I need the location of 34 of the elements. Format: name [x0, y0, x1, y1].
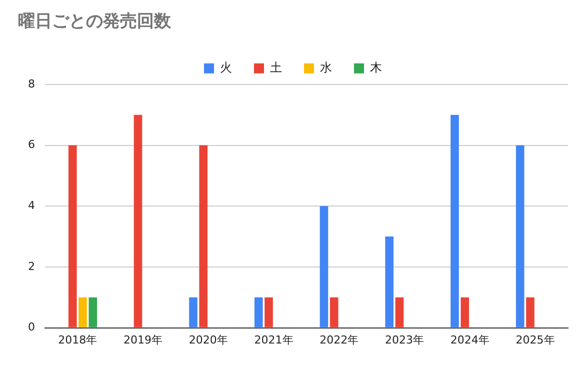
x-tick-label: 2020年 [188, 333, 228, 346]
bar [199, 145, 208, 328]
bar [254, 297, 263, 328]
legend-label: 木 [370, 60, 382, 75]
y-tick-label: 4 [28, 198, 35, 212]
y-tick-label: 2 [28, 260, 35, 273]
bar [320, 206, 328, 328]
y-tick-label: 8 [28, 77, 35, 90]
legend-label: 土 [270, 60, 282, 75]
bar [395, 297, 404, 328]
bar [385, 236, 394, 328]
y-tick-label: 0 [28, 320, 35, 334]
bar [450, 114, 459, 328]
x-tick-label: 2018年 [58, 333, 98, 346]
bar [330, 297, 338, 328]
x-tick-label: 2025年 [516, 333, 555, 346]
chart-title: 曜日ごとの発売回数 [18, 12, 172, 32]
bar [68, 145, 77, 328]
bar [516, 145, 524, 328]
bar [526, 297, 534, 328]
legend-label: 火 [220, 60, 232, 75]
legend-label: 水 [320, 60, 332, 75]
bar [78, 297, 87, 328]
bar [189, 297, 198, 328]
x-tick-label: 2021年 [254, 333, 294, 346]
bar [88, 297, 98, 328]
x-tick-label: 2022年 [320, 333, 359, 346]
y-tick-label: 6 [28, 138, 35, 152]
bar [264, 297, 273, 328]
bar [134, 114, 142, 328]
x-tick-label: 2024年 [450, 333, 490, 346]
x-tick-label: 2023年 [385, 333, 424, 346]
x-tick-label: 2019年 [124, 333, 163, 346]
bar [460, 297, 470, 328]
